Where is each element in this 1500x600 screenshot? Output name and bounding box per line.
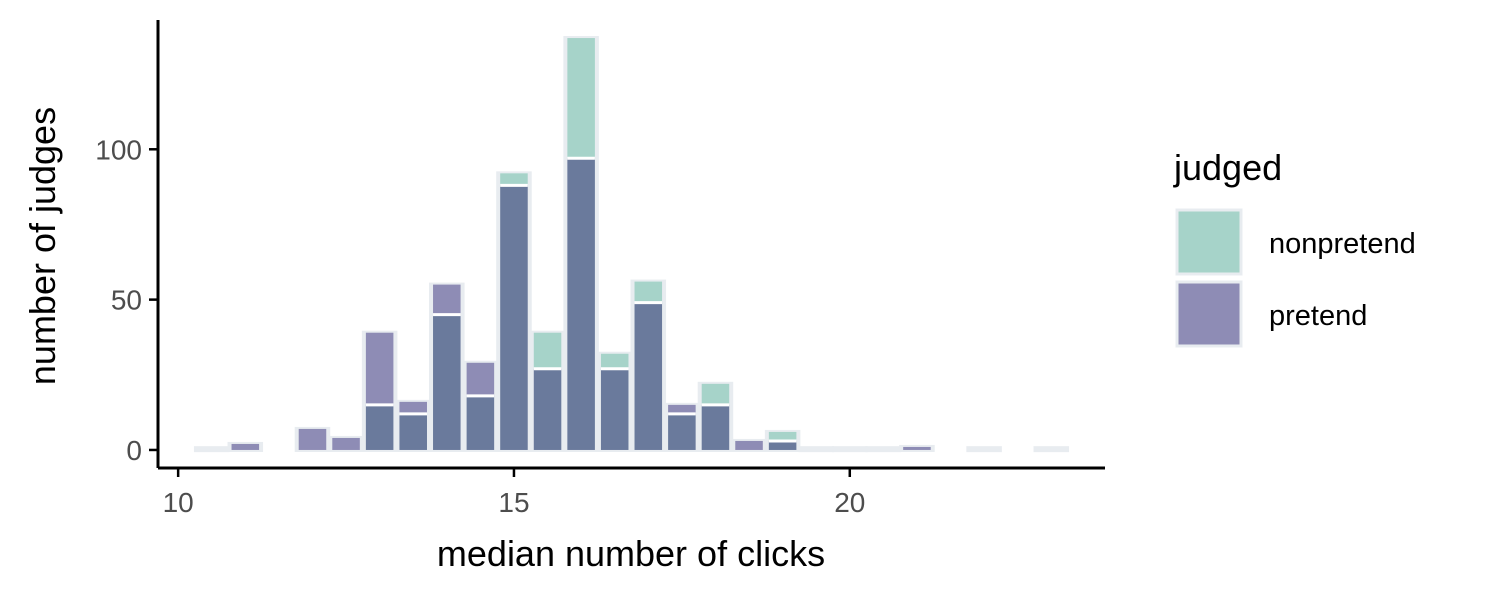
bar-outline bbox=[193, 446, 230, 453]
bar-outline bbox=[798, 446, 834, 453]
axes-layer bbox=[156, 20, 1105, 470]
x-tick-label: 10 bbox=[163, 487, 194, 518]
bar-pretend bbox=[668, 404, 696, 414]
bar-overlap bbox=[433, 314, 461, 450]
bar-overlap bbox=[466, 395, 495, 450]
bar-overlap bbox=[567, 158, 595, 450]
bar-outline bbox=[1033, 446, 1070, 453]
bar-pretend bbox=[433, 284, 461, 315]
bar-nonpretend bbox=[567, 38, 595, 159]
bar-pretend bbox=[332, 437, 360, 450]
y-tick-label: 100 bbox=[95, 134, 142, 165]
bar-nonpretend bbox=[768, 431, 797, 441]
x-tick-label: 15 bbox=[498, 487, 529, 518]
bar-nonpretend bbox=[533, 332, 562, 369]
bar-pretend bbox=[231, 443, 260, 450]
bar-pretend bbox=[903, 446, 931, 450]
bar-overlap bbox=[768, 440, 797, 450]
bar-nonpretend bbox=[634, 281, 663, 303]
legend-title: judged bbox=[1173, 147, 1282, 188]
legend-key-pretend bbox=[1175, 280, 1243, 348]
bar-nonpretend bbox=[600, 353, 629, 369]
bar-pretend bbox=[365, 332, 394, 405]
bar-pretend bbox=[298, 428, 327, 450]
legend-label-pretend: pretend bbox=[1269, 300, 1367, 332]
bar-overlap bbox=[634, 302, 663, 450]
bar-overlap bbox=[399, 413, 427, 450]
bar-pretend bbox=[399, 401, 427, 414]
bar-nonpretend bbox=[500, 173, 528, 186]
bar-outline bbox=[865, 446, 902, 453]
bar-overlap bbox=[500, 185, 528, 450]
bars-layer bbox=[193, 36, 1070, 453]
legend-key-nonpretend bbox=[1175, 208, 1243, 276]
bar-overlap bbox=[668, 413, 696, 450]
bar-overlap bbox=[365, 404, 394, 450]
bar-pretend bbox=[466, 362, 495, 396]
y-tick-label: 0 bbox=[126, 435, 142, 466]
x-axis-title: median number of clicks bbox=[437, 533, 825, 574]
legend: judged nonpretend pretend bbox=[1173, 147, 1416, 348]
bar-overlap bbox=[533, 368, 562, 450]
y-tick-label: 50 bbox=[111, 285, 142, 316]
bar-nonpretend bbox=[701, 383, 730, 405]
legend-label-nonpretend: nonpretend bbox=[1269, 228, 1416, 260]
ticks-layer: 10 15 20 0 50 100 bbox=[95, 134, 865, 518]
bar-overlap bbox=[701, 404, 730, 450]
bar-overlap bbox=[600, 368, 629, 450]
bar-outline bbox=[832, 446, 868, 453]
bar-pretend bbox=[735, 440, 763, 450]
y-axis-title: number of judges bbox=[22, 107, 63, 385]
bar-outline bbox=[966, 446, 1002, 453]
x-tick-label: 20 bbox=[834, 487, 865, 518]
